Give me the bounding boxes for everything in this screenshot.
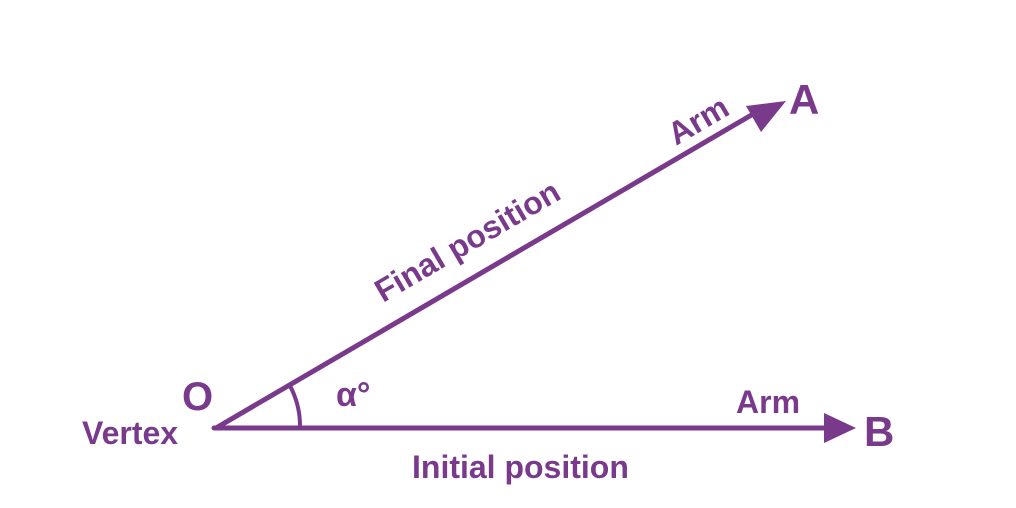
angle-arc [287, 383, 303, 429]
vertex-letter: O [182, 375, 213, 419]
arm-a-label: Arm [661, 89, 734, 152]
point-a-label: A [789, 76, 819, 123]
arrowhead-b [824, 413, 856, 443]
point-b-label: B [864, 408, 894, 455]
arm-b-label: Arm [736, 384, 800, 420]
final-position-ray [213, 107, 763, 431]
initial-position-label: Initial position [412, 449, 629, 485]
angle-label: α° [336, 376, 371, 414]
vertex-label: Vertex [82, 415, 178, 451]
arrowhead-a [746, 101, 786, 132]
